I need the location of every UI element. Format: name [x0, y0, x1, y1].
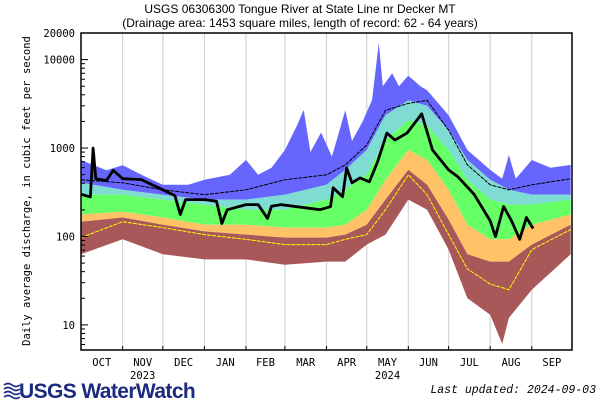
thin-black-dashed-line — [80, 99, 571, 196]
x-tick-label: NOV — [133, 357, 153, 369]
x-tick-label: APR — [337, 357, 357, 369]
y-axis-label: Daily average discharge, in cubic feet p… — [21, 36, 33, 346]
x-tick-label: SEP — [542, 357, 561, 369]
y-tick-label: 100 — [56, 231, 75, 243]
y-tick-label: 20000 — [43, 28, 75, 40]
band_upper — [81, 100, 571, 210]
x-tick-label: JUL — [460, 357, 479, 369]
band_mid — [81, 120, 571, 240]
yellow-dashed-line — [80, 173, 571, 291]
chart-subtitle: (Drainage area: 1453 square miles, lengt… — [122, 16, 478, 30]
band_bottom — [81, 169, 571, 344]
current-discharge-line — [80, 112, 535, 241]
y-tick-label: 1000 — [50, 143, 75, 155]
x-tick-label: FEB — [256, 357, 275, 369]
series-lines — [80, 99, 571, 291]
band_lower — [81, 150, 571, 262]
x-year-label: 2024 — [375, 370, 400, 382]
chart-title: USGS 06306300 Tongue River at State Line… — [144, 2, 456, 16]
percentile-bands — [81, 42, 571, 344]
last-updated: Last updated: 2024-09-03 — [430, 384, 596, 397]
y-tick-label: 10000 — [43, 55, 75, 67]
x-tick-label: MAY — [378, 357, 398, 369]
x-year-label: 2023 — [130, 370, 155, 382]
x-tick-label: JAN — [216, 357, 235, 369]
usgs-wave-icon — [3, 382, 21, 400]
band_top — [81, 42, 571, 200]
x-tick-label: OCT — [92, 357, 112, 369]
x-tick-label: MAR — [296, 357, 316, 369]
logo-text: USGS WaterWatch — [19, 380, 195, 400]
usgs-logo[interactable]: USGS WaterWatch — [3, 380, 196, 400]
x-tick-label: JUN — [419, 357, 438, 369]
x-tick-label: AUG — [501, 357, 520, 369]
y-tick-label: 10 — [62, 320, 75, 332]
x-tick-label: DEC — [174, 357, 193, 369]
